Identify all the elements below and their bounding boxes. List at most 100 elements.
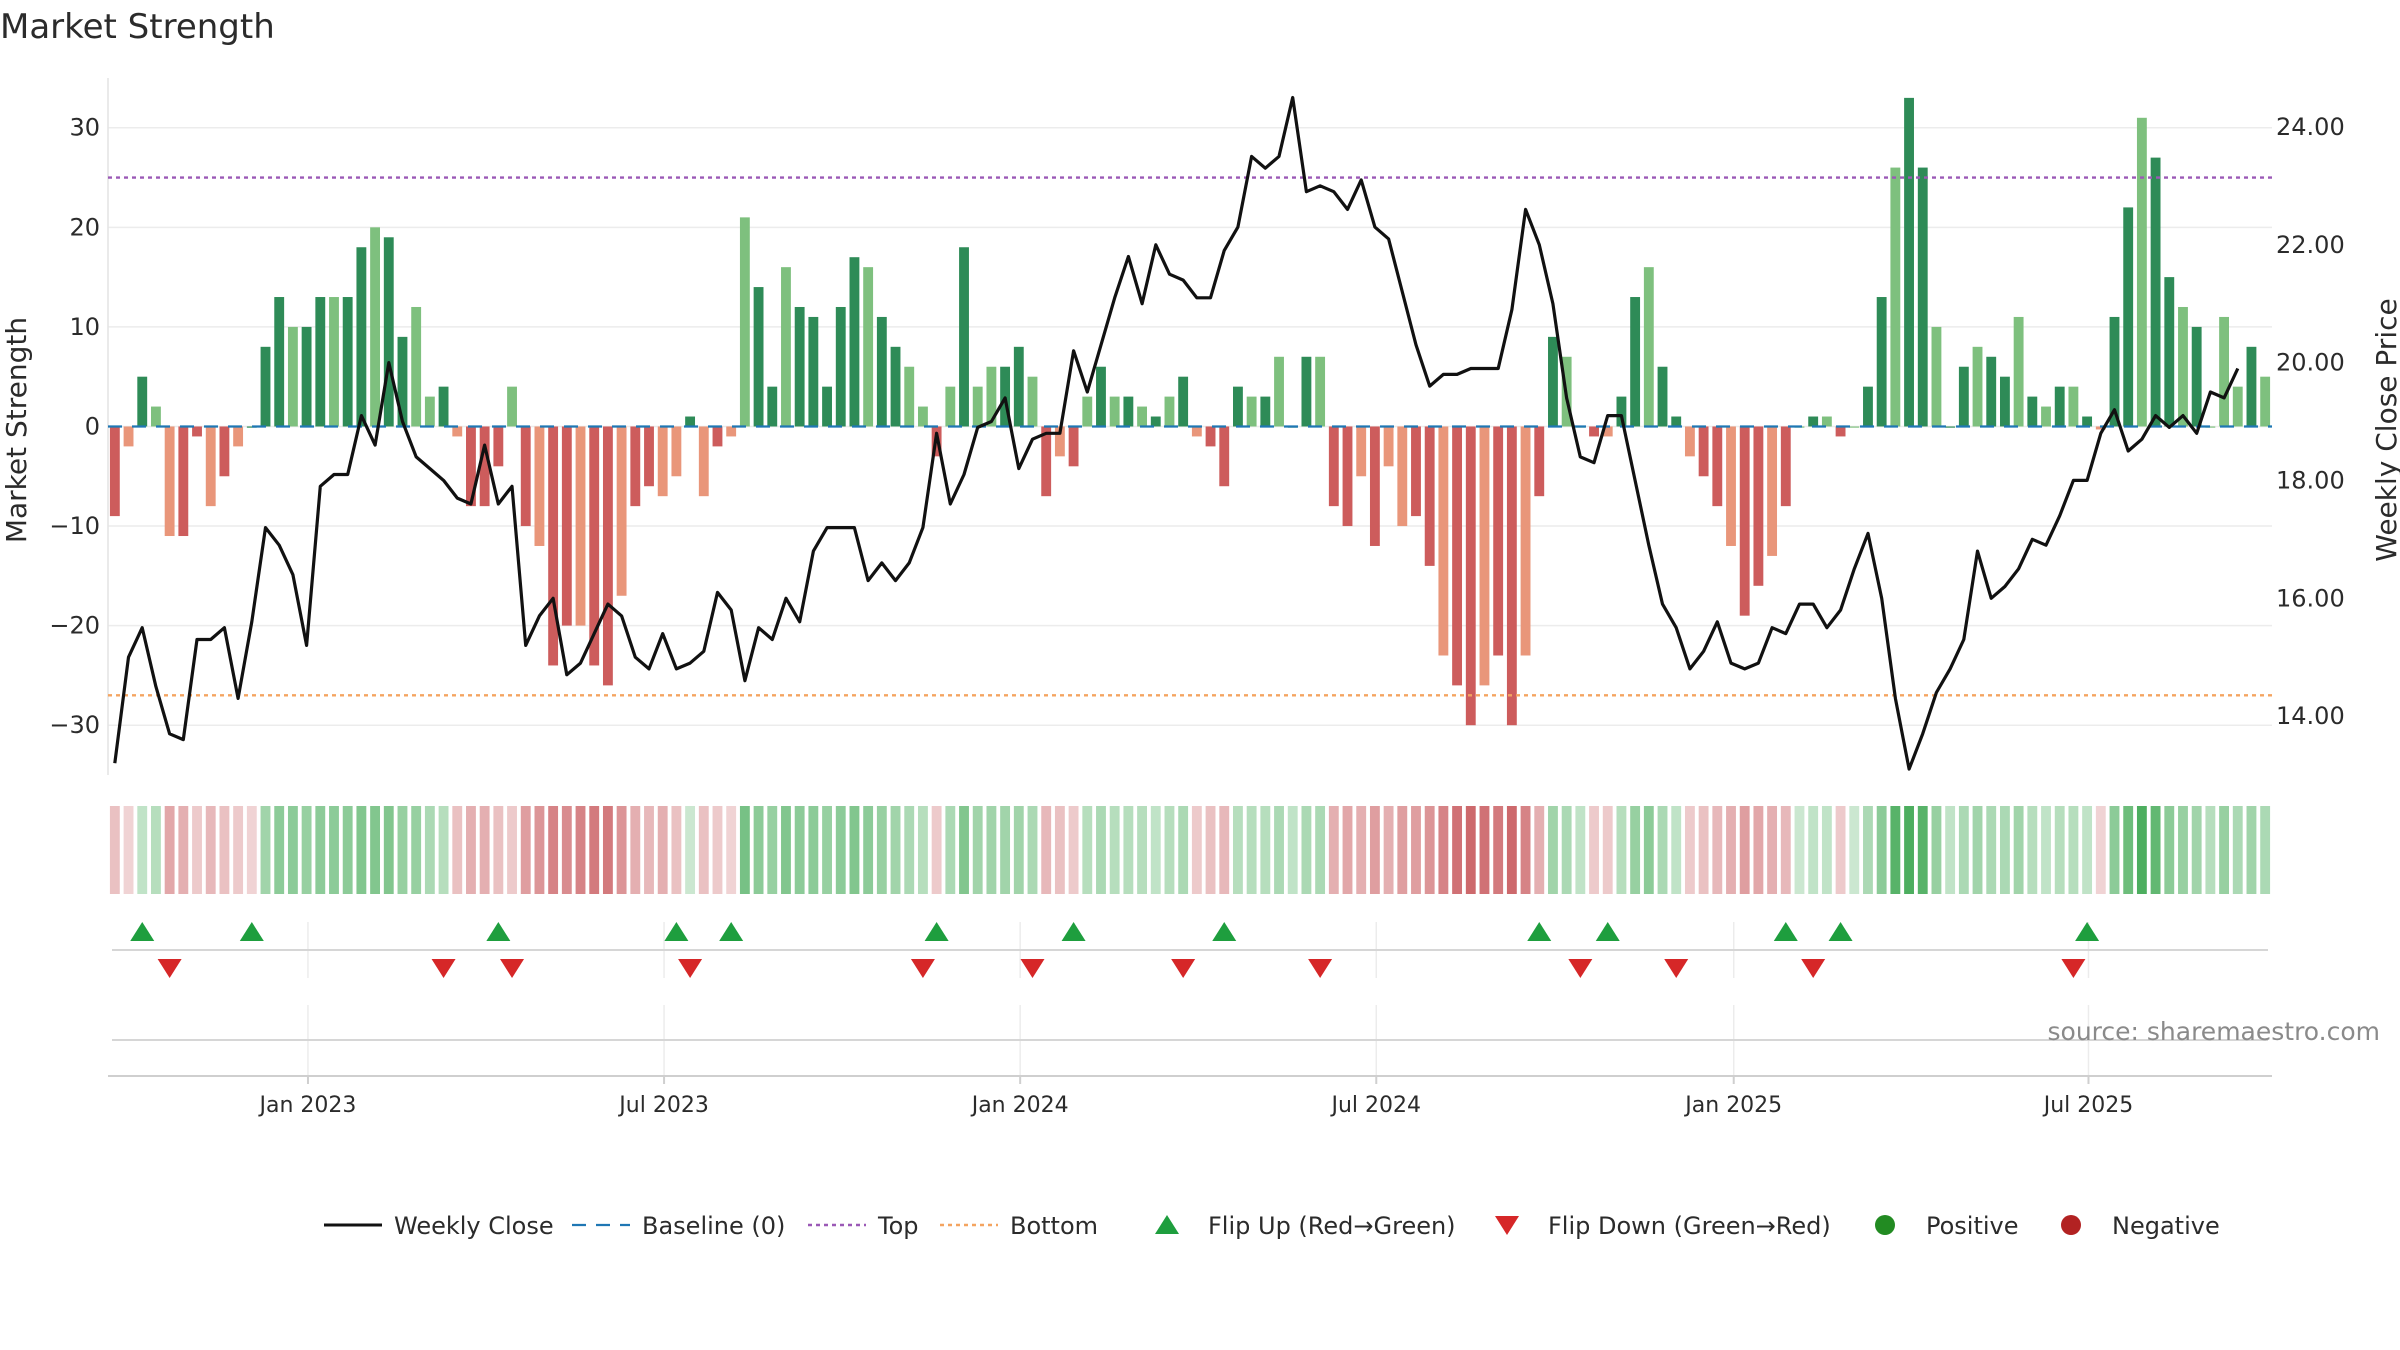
strength-bar [1876, 297, 1887, 427]
left-tick-label: −20 [49, 612, 100, 640]
heat-cell [192, 806, 202, 894]
heat-cell [370, 806, 381, 894]
left-tick-label: 30 [69, 114, 100, 142]
strength-bar [1602, 426, 1613, 437]
heat-cell [233, 806, 244, 894]
heat-cell [972, 806, 983, 894]
heat-cell [466, 806, 476, 894]
heat-cell [1698, 806, 1709, 894]
heat-cell [1369, 806, 1380, 894]
heat-cell [1972, 806, 1983, 894]
heat-cell [1178, 806, 1189, 894]
heat-cell [397, 806, 408, 894]
strength-bar [233, 426, 244, 447]
left-tick-label: 0 [85, 412, 100, 440]
heat-cell [1205, 806, 1216, 894]
heat-cell [1411, 806, 1421, 894]
left-tick-label: −10 [49, 512, 100, 540]
strength-bar [1643, 267, 1654, 427]
strength-bar [1068, 426, 1079, 467]
heat-cell [2178, 806, 2188, 894]
strength-bar [1013, 346, 1024, 427]
heat-cell [1671, 806, 1682, 894]
legend-swatch [1875, 1215, 1895, 1235]
strength-bar [329, 297, 339, 427]
strength-bar [438, 386, 449, 427]
heat-cell [917, 806, 928, 894]
strength-bar [808, 316, 819, 427]
heat-cell [1123, 806, 1134, 894]
heat-cell [1356, 806, 1367, 894]
strength-bar [753, 287, 764, 427]
heat-cell [1890, 806, 1901, 894]
strength-bar [466, 426, 476, 507]
strength-bar [945, 386, 956, 427]
strength-bar [1027, 376, 1038, 427]
flip-up-marker [1828, 922, 1853, 941]
flip-up-marker [664, 922, 689, 941]
strength-bar [1109, 396, 1120, 427]
left-tick-label: 20 [69, 213, 100, 241]
left-axis-label: Market Strength [0, 317, 33, 543]
x-tick-label: Jul 2024 [1330, 1093, 1422, 1118]
heat-cell [301, 806, 312, 894]
x-tick-label: Jan 2025 [1683, 1093, 1782, 1118]
strength-bar [1999, 376, 2010, 427]
heat-cell [1233, 806, 1243, 894]
strength-bar [1041, 426, 1052, 497]
heat-cell [246, 806, 257, 894]
strength-bar [1123, 396, 1134, 427]
heat-cell [2246, 806, 2257, 894]
heat-cell [2027, 806, 2038, 894]
legend-item: Top [808, 1212, 919, 1240]
heat-cell [356, 806, 367, 894]
heat-cell [137, 806, 148, 894]
weekly-close-line [113, 95, 2240, 771]
heat-cell [602, 806, 613, 894]
heat-cell [2205, 806, 2216, 894]
right-y-axis: 24.00 22.00 20.00 18.00 16.00 14.00 [2276, 113, 2345, 730]
heat-cell [698, 806, 709, 894]
strength-bar [1548, 336, 1558, 427]
strength-bar [219, 426, 230, 477]
heat-cell [260, 806, 271, 894]
heat-cell [315, 806, 326, 894]
heat-strip [109, 806, 2271, 894]
heat-cell [986, 806, 997, 894]
heat-cell [123, 806, 134, 894]
flip-up-marker [1061, 922, 1086, 941]
heat-cell [561, 806, 572, 894]
right-axis-label: Weekly Close Price [2370, 298, 2400, 561]
heat-cell [1164, 806, 1175, 894]
heat-cell [808, 806, 819, 894]
strength-bar [657, 426, 668, 497]
heat-cell [2260, 806, 2271, 894]
strength-bar [274, 297, 285, 427]
strength-bar [2109, 316, 2120, 427]
strength-bar [739, 217, 750, 427]
heat-cell [1137, 806, 1147, 894]
heat-cell [548, 806, 559, 894]
strength-bar [2260, 376, 2271, 427]
heat-cell [1342, 806, 1353, 894]
strength-bar [1520, 426, 1531, 656]
flip-up-marker [1773, 922, 1798, 941]
right-tick-label: 20.00 [2276, 349, 2345, 377]
heat-cell [2013, 806, 2024, 894]
heat-cell [1767, 806, 1778, 894]
strength-bar [1753, 426, 1764, 586]
heat-cell [287, 806, 298, 894]
legend-label: Flip Up (Red→Green) [1208, 1212, 1456, 1240]
heat-cell [1712, 806, 1723, 894]
heat-cell [1917, 806, 1928, 894]
strength-bar [589, 426, 600, 666]
strength-bar [2219, 316, 2229, 427]
close-line-group [113, 95, 2240, 771]
strength-bar [1383, 426, 1394, 467]
strength-bar [2232, 386, 2243, 427]
flip-up-marker [1212, 922, 1237, 941]
strength-bar [822, 386, 832, 427]
heat-cell [1958, 806, 1969, 894]
flip-up-marker [486, 922, 511, 941]
strength-bar [370, 227, 381, 427]
